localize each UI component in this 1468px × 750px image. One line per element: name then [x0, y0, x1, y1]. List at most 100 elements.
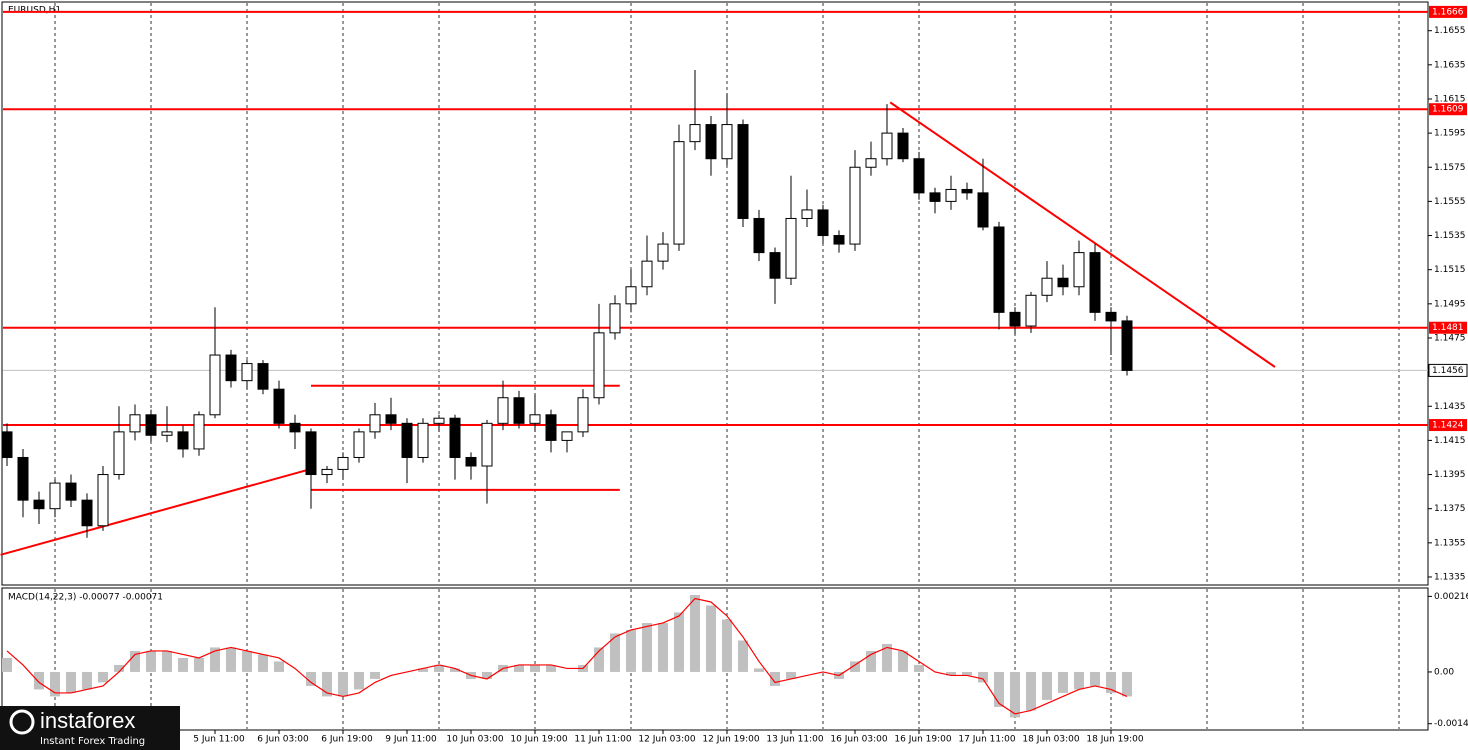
- candle-body: [593, 332, 605, 399]
- candle-body: [657, 243, 669, 262]
- y-tick-label: 1.1615: [1434, 94, 1466, 104]
- candle-body: [257, 363, 269, 390]
- candle-body: [1105, 311, 1117, 322]
- macd-bar: [114, 664, 124, 672]
- y-tick-label: 1.1495: [1434, 299, 1466, 309]
- candle-body: [1073, 252, 1085, 288]
- candle-body: [753, 217, 765, 254]
- macd-bar: [178, 657, 188, 672]
- macd-bar: [338, 671, 348, 697]
- macd-y-tick-label: -0.00148: [1434, 719, 1468, 729]
- x-tick-label: 17 Jun 11:00: [958, 735, 1015, 745]
- macd-bar: [738, 640, 748, 672]
- candle-body: [497, 397, 509, 424]
- candle-body: [705, 124, 717, 160]
- x-tick-label: 18 Jun 03:00: [1022, 735, 1079, 745]
- x-tick-label: 11 Jun 11:00: [574, 735, 631, 745]
- y-tick-label: 1.1415: [1434, 436, 1466, 446]
- logo: instaforex Instant Forex Trading: [0, 706, 180, 750]
- x-tick-label: 12 Jun 03:00: [638, 735, 695, 745]
- macd-bar: [642, 622, 652, 672]
- candle-body: [145, 414, 157, 436]
- candle-body: [65, 482, 77, 501]
- logo-tagline: Instant Forex Trading: [40, 736, 145, 747]
- current-price-label: 1.1456: [1432, 366, 1464, 376]
- y-tick-label: 1.1515: [1434, 265, 1466, 275]
- macd-bar: [898, 650, 908, 672]
- macd-bar: [34, 671, 44, 690]
- candle-body: [993, 226, 1005, 313]
- trend-line: [889, 101, 1276, 368]
- candle-body: [785, 217, 797, 279]
- candle-body: [641, 260, 653, 288]
- macd-bar: [690, 594, 700, 672]
- candle-body: [369, 414, 381, 433]
- candle-body: [1057, 277, 1069, 288]
- candle-body: [881, 132, 893, 160]
- candle-body: [129, 414, 141, 433]
- candle-body: [97, 474, 109, 527]
- macd-y-tick-label: 0.00: [1434, 667, 1454, 677]
- macd-bar: [194, 657, 204, 672]
- candle-body: [817, 209, 829, 237]
- y-tick-label: 1.1355: [1434, 538, 1466, 548]
- macd-bar: [770, 671, 780, 686]
- y-tick-label: 1.1595: [1434, 129, 1466, 139]
- macd-bar: [882, 643, 892, 672]
- level-label-box: [1429, 419, 1467, 432]
- x-tick-label: 16 Jun 03:00: [830, 735, 887, 745]
- x-tick-label: 16 Jun 19:00: [894, 735, 951, 745]
- logo-icon: [9, 709, 35, 735]
- candle-body: [833, 235, 845, 245]
- macd-bar: [450, 668, 460, 672]
- macd-bar: [594, 647, 604, 672]
- candle-body: [545, 414, 557, 441]
- macd-bar: [226, 647, 236, 672]
- candle-body: [49, 482, 61, 510]
- candle-body: [1025, 294, 1037, 327]
- candle-body: [1009, 311, 1021, 327]
- macd-bar: [1010, 671, 1020, 718]
- candle-body: [737, 124, 749, 219]
- price-panel-frame: [1, 1, 1429, 586]
- x-tick-label: 12 Jun 19:00: [702, 735, 759, 745]
- macd-bar: [706, 605, 716, 672]
- y-tick-label: 1.1375: [1434, 504, 1466, 514]
- macd-bar: [978, 671, 988, 683]
- macd-y-tick-label: 0.00216: [1434, 592, 1468, 602]
- level-label-box: [1429, 5, 1467, 18]
- candle-body: [193, 414, 205, 450]
- macd-bar: [514, 664, 524, 672]
- macd-bar: [1122, 671, 1132, 697]
- macd-bar: [162, 650, 172, 672]
- x-tick-label: 9 Jun 11:00: [385, 735, 437, 745]
- y-tick-label: 1.1655: [1434, 26, 1466, 36]
- candle-body: [913, 158, 925, 194]
- macd-bar: [82, 671, 92, 690]
- macd-bar: [1090, 671, 1100, 686]
- y-tick-label: 1.1435: [1434, 402, 1466, 412]
- macd-bar: [98, 671, 108, 683]
- macd-bar: [370, 671, 380, 679]
- level-label: 1.1424: [1432, 421, 1464, 431]
- candle-body: [401, 422, 413, 458]
- trend-line: [0, 468, 310, 556]
- macd-bar: [994, 671, 1004, 707]
- candle-body: [481, 422, 493, 467]
- y-tick-label: 1.1335: [1434, 572, 1466, 582]
- candle-body: [337, 456, 349, 470]
- macd-bar: [546, 664, 556, 672]
- candle-body: [721, 124, 733, 160]
- candle-body: [433, 417, 445, 424]
- macd-bar: [1106, 671, 1116, 693]
- macd-bar: [274, 661, 284, 672]
- x-tick-label: 5 Jun 11:00: [193, 735, 245, 745]
- macd-bar: [850, 661, 860, 672]
- candle-body: [1089, 252, 1101, 313]
- candle-body: [177, 431, 189, 450]
- current-price-box: [1428, 363, 1468, 377]
- macd-bar: [210, 647, 220, 672]
- macd-bar: [1058, 671, 1068, 693]
- candle-body: [385, 414, 397, 424]
